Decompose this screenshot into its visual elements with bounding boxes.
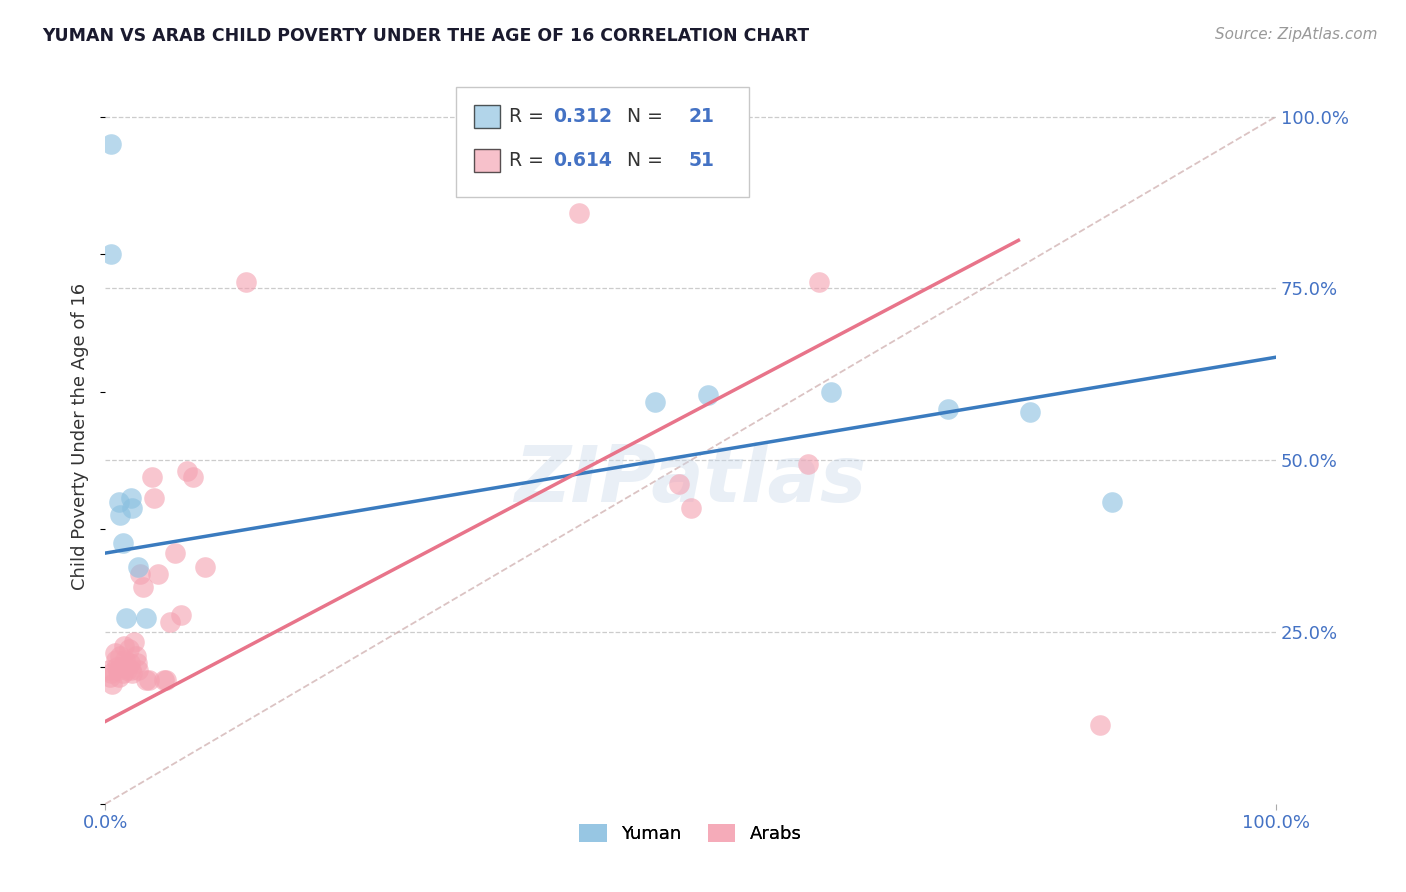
Point <box>146 566 169 581</box>
Point <box>112 639 135 653</box>
Point <box>1019 405 1042 419</box>
Point <box>107 663 129 677</box>
Point <box>155 673 177 688</box>
Point <box>141 470 163 484</box>
Text: 51: 51 <box>689 151 714 170</box>
Point <box>235 275 257 289</box>
Point <box>100 137 122 152</box>
Point <box>124 635 146 649</box>
Text: N =: N = <box>609 151 668 170</box>
Point <box>598 127 620 141</box>
Point <box>127 663 149 677</box>
Point <box>108 494 131 508</box>
Point <box>936 401 959 416</box>
Point <box>131 581 153 595</box>
Point <box>668 477 690 491</box>
Point <box>820 384 842 399</box>
Point <box>117 663 139 677</box>
Point <box>105 659 128 673</box>
Text: 0.312: 0.312 <box>554 107 613 126</box>
Point <box>120 663 142 677</box>
Point <box>115 659 138 673</box>
Point <box>124 649 146 664</box>
Point <box>194 559 217 574</box>
Point <box>679 501 702 516</box>
Text: N =: N = <box>609 107 668 126</box>
Point <box>125 656 148 670</box>
Y-axis label: Child Poverty Under the Age of 16: Child Poverty Under the Age of 16 <box>72 283 89 590</box>
Point <box>159 615 181 629</box>
Point <box>127 559 149 574</box>
Point <box>129 566 152 581</box>
Point <box>104 653 127 667</box>
Point <box>103 646 125 660</box>
Point <box>111 666 134 681</box>
Point <box>644 395 666 409</box>
Point <box>121 666 143 681</box>
Point <box>120 491 142 505</box>
Point <box>1090 718 1112 732</box>
Point <box>1101 494 1123 508</box>
Point <box>97 663 120 677</box>
Point <box>117 642 139 657</box>
FancyBboxPatch shape <box>457 87 749 197</box>
FancyBboxPatch shape <box>474 104 499 128</box>
Text: 21: 21 <box>689 107 714 126</box>
Text: 0.614: 0.614 <box>554 151 613 170</box>
Text: R =: R = <box>509 151 550 170</box>
Text: YUMAN VS ARAB CHILD POVERTY UNDER THE AGE OF 16 CORRELATION CHART: YUMAN VS ARAB CHILD POVERTY UNDER THE AG… <box>42 27 810 45</box>
FancyBboxPatch shape <box>474 149 499 172</box>
Point <box>110 508 132 523</box>
Point <box>115 611 138 625</box>
Text: Source: ZipAtlas.com: Source: ZipAtlas.com <box>1215 27 1378 42</box>
Text: R =: R = <box>509 107 550 126</box>
Point <box>568 206 591 220</box>
Point <box>697 388 720 402</box>
Point <box>152 673 174 688</box>
Point <box>170 607 193 622</box>
Point <box>98 670 121 684</box>
Point <box>181 470 204 484</box>
Point <box>110 649 132 664</box>
Point <box>118 656 141 670</box>
Point <box>138 673 160 688</box>
Point <box>110 659 132 673</box>
Point <box>114 653 136 667</box>
Point <box>101 676 124 690</box>
Point <box>121 501 143 516</box>
Legend: Yuman, Arabs: Yuman, Arabs <box>572 816 808 850</box>
Point <box>111 536 134 550</box>
Point <box>143 491 166 505</box>
Point <box>796 457 818 471</box>
Point <box>176 464 198 478</box>
Point <box>100 666 122 681</box>
Point <box>108 670 131 684</box>
Point <box>165 546 187 560</box>
Point <box>808 275 831 289</box>
Point <box>100 247 122 261</box>
Point <box>135 673 157 688</box>
Text: ZIPatlas: ZIPatlas <box>515 442 866 518</box>
Point <box>135 611 157 625</box>
